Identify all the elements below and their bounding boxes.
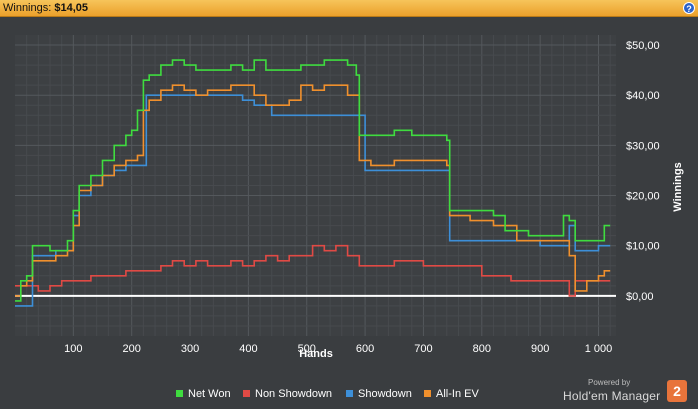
legend-item-all-in-ev[interactable]: All-In EV bbox=[424, 388, 479, 400]
help-icon[interactable]: ? bbox=[683, 2, 695, 14]
net-won-line bbox=[15, 59, 611, 302]
x-tick-label: 900 bbox=[531, 343, 549, 355]
series-lines bbox=[15, 59, 611, 307]
legend-swatch-all-in-ev bbox=[424, 389, 431, 397]
x-tick-label: 700 bbox=[414, 343, 432, 355]
legend-item-showdown[interactable]: Showdown bbox=[346, 388, 412, 400]
non-showdown-line bbox=[15, 244, 611, 297]
y-tick-label: $0,00 bbox=[626, 291, 654, 303]
y-axis-ticks: $0,00 $10,00 $20,00 $30,00 $40,00 $50,00 bbox=[626, 40, 660, 303]
powered-by-label: Powered by bbox=[588, 378, 631, 387]
x-tick-label: 800 bbox=[473, 343, 491, 355]
brand-name: Hold'em Manager bbox=[563, 389, 661, 403]
y-tick-label: $30,00 bbox=[626, 140, 660, 152]
winnings-value: $14,05 bbox=[54, 2, 89, 14]
x-tick-label: 400 bbox=[239, 343, 257, 355]
legend-swatch-non-showdown bbox=[243, 389, 250, 397]
winnings-chart: 100 200 300 400 500 600 700 800 900 1 000 $0,00 $1… bbox=[15, 35, 684, 360]
winnings-header-bar: Winnings: $14,05 ? bbox=[0, 0, 698, 17]
legend: Net Won Non Showdown Showdown All-In EV bbox=[0, 388, 698, 404]
x-tick-label: 100 bbox=[64, 343, 82, 355]
y-tick-label: $40,00 bbox=[626, 90, 660, 102]
y-axis-title: Winnings bbox=[672, 162, 684, 211]
x-tick-label: 1 000 bbox=[585, 343, 613, 355]
x-tick-label: 500 bbox=[298, 343, 316, 355]
brand-logo-badge: 2 bbox=[667, 380, 687, 402]
y-tick-label: $10,00 bbox=[626, 241, 660, 253]
x-tick-label: 300 bbox=[181, 343, 199, 355]
x-tick-label: 600 bbox=[356, 343, 374, 355]
x-tick-label: 200 bbox=[123, 343, 141, 355]
x-axis-ticks: 100 200 300 400 500 600 700 800 900 1 000 bbox=[64, 343, 612, 355]
legend-swatch-net-won bbox=[176, 389, 183, 397]
x-axis-title: Hands bbox=[299, 348, 333, 360]
legend-item-net-won[interactable]: Net Won bbox=[176, 388, 231, 400]
y-tick-label: $20,00 bbox=[626, 191, 660, 203]
legend-item-non-showdown[interactable]: Non Showdown bbox=[243, 388, 332, 400]
legend-swatch-showdown bbox=[346, 389, 353, 397]
winnings-label: Winnings: $14,05 bbox=[3, 2, 89, 14]
y-tick-label: $50,00 bbox=[626, 40, 660, 52]
